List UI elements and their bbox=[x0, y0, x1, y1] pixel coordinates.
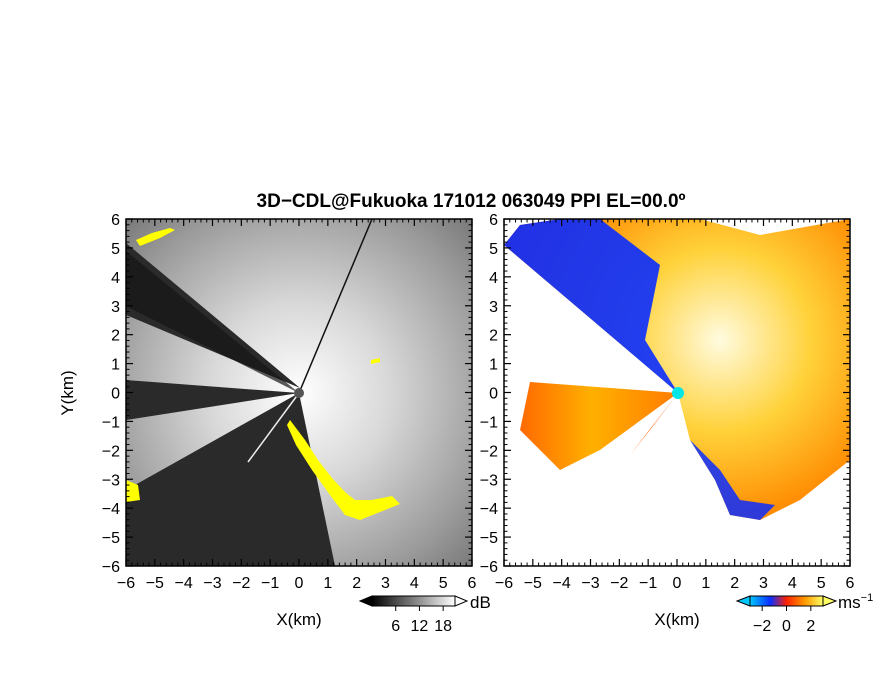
velocity-y-tick-label: 6 bbox=[489, 212, 498, 229]
velocity-colorbar: ms−1 −2 0 2 bbox=[735, 592, 873, 635]
reflectivity-frame: −6 −5 −4 −3 −2 −1 0 1 2 3 4 5 6 −6 −5 −4 −3 −2 −1 0 1 2 3 4 5 6 Y… bbox=[58, 212, 477, 629]
velocity-y-tick-label: −4 bbox=[480, 501, 498, 518]
colorbar-ticks: −2 0 2 bbox=[753, 606, 815, 635]
velocity-x-tick-label: −2 bbox=[610, 575, 628, 592]
reflectivity-highlight-north bbox=[136, 228, 175, 246]
velocity-x-tick-label: −3 bbox=[581, 575, 599, 592]
reflectivity-x-tick-label: 1 bbox=[323, 575, 332, 592]
reflectivity-x-tick-label: 3 bbox=[381, 575, 390, 592]
velocity-y-tick-label: 3 bbox=[489, 299, 498, 316]
velocity-x-axis-label: X(km) bbox=[654, 610, 699, 629]
colorbar-arrow-left bbox=[735, 595, 751, 607]
reflectivity-x-tick-label: −3 bbox=[203, 575, 221, 592]
velocity-x-tick-label: 3 bbox=[759, 575, 768, 592]
reflectivity-ticks: −6 −5 −4 −3 −2 −1 0 1 2 3 4 5 6 −6 −5 −4 −3 −2 −1 0 1 2 3 4 5 6 bbox=[102, 212, 477, 592]
reflectivity-y-tick-label: −1 bbox=[102, 414, 120, 431]
reflectivity-y-tick-label: 0 bbox=[111, 386, 120, 403]
reflectivity-x-tick-label: 5 bbox=[439, 575, 448, 592]
velocity-y-tick-label: −6 bbox=[480, 559, 498, 576]
colorbar-tick-label: 2 bbox=[806, 618, 815, 635]
reflectivity-x-tick-label: 6 bbox=[468, 575, 477, 592]
reflectivity-highlight-southeast bbox=[287, 420, 400, 520]
velocity-y-tick-label: −2 bbox=[480, 443, 498, 460]
colorbar-unit-exponent: −1 bbox=[861, 592, 874, 604]
velocity-x-tick-label: 2 bbox=[730, 575, 739, 592]
reflectivity-x-tick-label: 4 bbox=[410, 575, 419, 592]
reflectivity-panel bbox=[126, 219, 472, 566]
reflectivity-x-tick-label: −4 bbox=[175, 575, 193, 592]
velocity-wedge-west bbox=[520, 382, 678, 470]
reflectivity-y-tick-label: 4 bbox=[111, 270, 120, 287]
reflectivity-y-tick-label: 1 bbox=[111, 357, 120, 374]
reflectivity-x-tick-label: −1 bbox=[261, 575, 279, 592]
reflectivity-x-tick-label: −6 bbox=[117, 575, 135, 592]
reflectivity-y-tick-label: 3 bbox=[111, 299, 120, 316]
velocity-x-tick-label: −5 bbox=[524, 575, 542, 592]
velocity-south-edge bbox=[690, 440, 775, 520]
velocity-y-tick-label: 0 bbox=[489, 386, 498, 403]
velocity-frame: −6 −5 −4 −3 −2 −1 0 1 2 3 4 5 6 −6 −5 −4 −3 −2 −1 0 1 2 3 4 5 6 X… bbox=[480, 212, 855, 629]
reflectivity-y-tick-label: 5 bbox=[111, 241, 120, 258]
colorbar-tick-label: 12 bbox=[411, 618, 429, 635]
reflectivity-y-tick-label: −5 bbox=[102, 530, 120, 547]
reflectivity-x-tick-label: −2 bbox=[232, 575, 250, 592]
velocity-x-tick-label: −4 bbox=[553, 575, 571, 592]
velocity-ticks: −6 −5 −4 −3 −2 −1 0 1 2 3 4 5 6 −6 −5 −4 −3 −2 −1 0 1 2 3 4 5 6 bbox=[480, 212, 855, 592]
velocity-y-tick-label: −3 bbox=[480, 472, 498, 489]
colorbar-tick-label: 0 bbox=[782, 618, 791, 635]
colorbar-tick-label: 6 bbox=[391, 618, 400, 635]
velocity-panel bbox=[504, 219, 850, 566]
velocity-y-tick-label: 4 bbox=[489, 270, 498, 287]
velocity-x-tick-label: 1 bbox=[701, 575, 710, 592]
reflectivity-y-tick-label: 2 bbox=[111, 328, 120, 345]
reflectivity-beam-line bbox=[247, 392, 300, 463]
colorbar-ticks: 6 12 18 bbox=[391, 606, 452, 635]
reflectivity-y-tick-label: −2 bbox=[102, 443, 120, 460]
radar-site-marker bbox=[294, 388, 304, 398]
velocity-y-tick-label: 2 bbox=[489, 328, 498, 345]
reflectivity-x-axis-label: X(km) bbox=[276, 610, 321, 629]
colorbar-unit-base: ms bbox=[838, 593, 861, 612]
velocity-y-tick-label: 5 bbox=[489, 241, 498, 258]
velocity-y-tick-label: 1 bbox=[489, 357, 498, 374]
colorbar-arrow-right bbox=[454, 595, 469, 607]
reflectivity-y-tick-label: 6 bbox=[111, 212, 120, 229]
reflectivity-beam-line bbox=[298, 219, 373, 394]
velocity-y-tick-label: −5 bbox=[480, 530, 498, 547]
colorbar-arrow-right bbox=[822, 595, 838, 607]
colorbar-tick-label: −2 bbox=[753, 618, 771, 635]
reflectivity-y-tick-label: −6 bbox=[102, 559, 120, 576]
reflectivity-shadow-sector bbox=[126, 251, 299, 393]
reflectivity-x-tick-label: −5 bbox=[146, 575, 164, 592]
reflectivity-x-tick-label: 2 bbox=[352, 575, 361, 592]
velocity-blue-region bbox=[504, 219, 678, 393]
colorbar-tick-label: 18 bbox=[434, 618, 452, 635]
colorbar-unit: dB bbox=[470, 593, 491, 612]
velocity-x-tick-label: 5 bbox=[817, 575, 826, 592]
colorbar-unit: ms−1 bbox=[838, 592, 873, 612]
colorbar-bar bbox=[371, 595, 456, 607]
chart-title: 3D−CDL@Fukuoka 171012 063049 PPI EL=00.0… bbox=[257, 191, 686, 212]
velocity-wedge-southwest bbox=[630, 393, 678, 455]
reflectivity-y-axis-label: Y(km) bbox=[58, 370, 77, 415]
colorbar-bar bbox=[749, 595, 824, 607]
velocity-x-tick-label: 4 bbox=[788, 575, 797, 592]
velocity-x-tick-label: −1 bbox=[639, 575, 657, 592]
velocity-x-tick-label: 0 bbox=[673, 575, 682, 592]
reflectivity-highlight-spot bbox=[371, 358, 380, 364]
reflectivity-y-tick-label: −3 bbox=[102, 472, 120, 489]
radar-site-marker bbox=[672, 387, 684, 399]
velocity-x-tick-label: 6 bbox=[846, 575, 855, 592]
velocity-y-tick-label: −1 bbox=[480, 414, 498, 431]
colorbar-arrow-left bbox=[358, 595, 373, 607]
velocity-x-tick-label: −6 bbox=[495, 575, 513, 592]
reflectivity-x-tick-label: 0 bbox=[295, 575, 304, 592]
reflectivity-colorbar: dB 6 12 18 bbox=[358, 593, 491, 635]
reflectivity-y-tick-label: −4 bbox=[102, 501, 120, 518]
